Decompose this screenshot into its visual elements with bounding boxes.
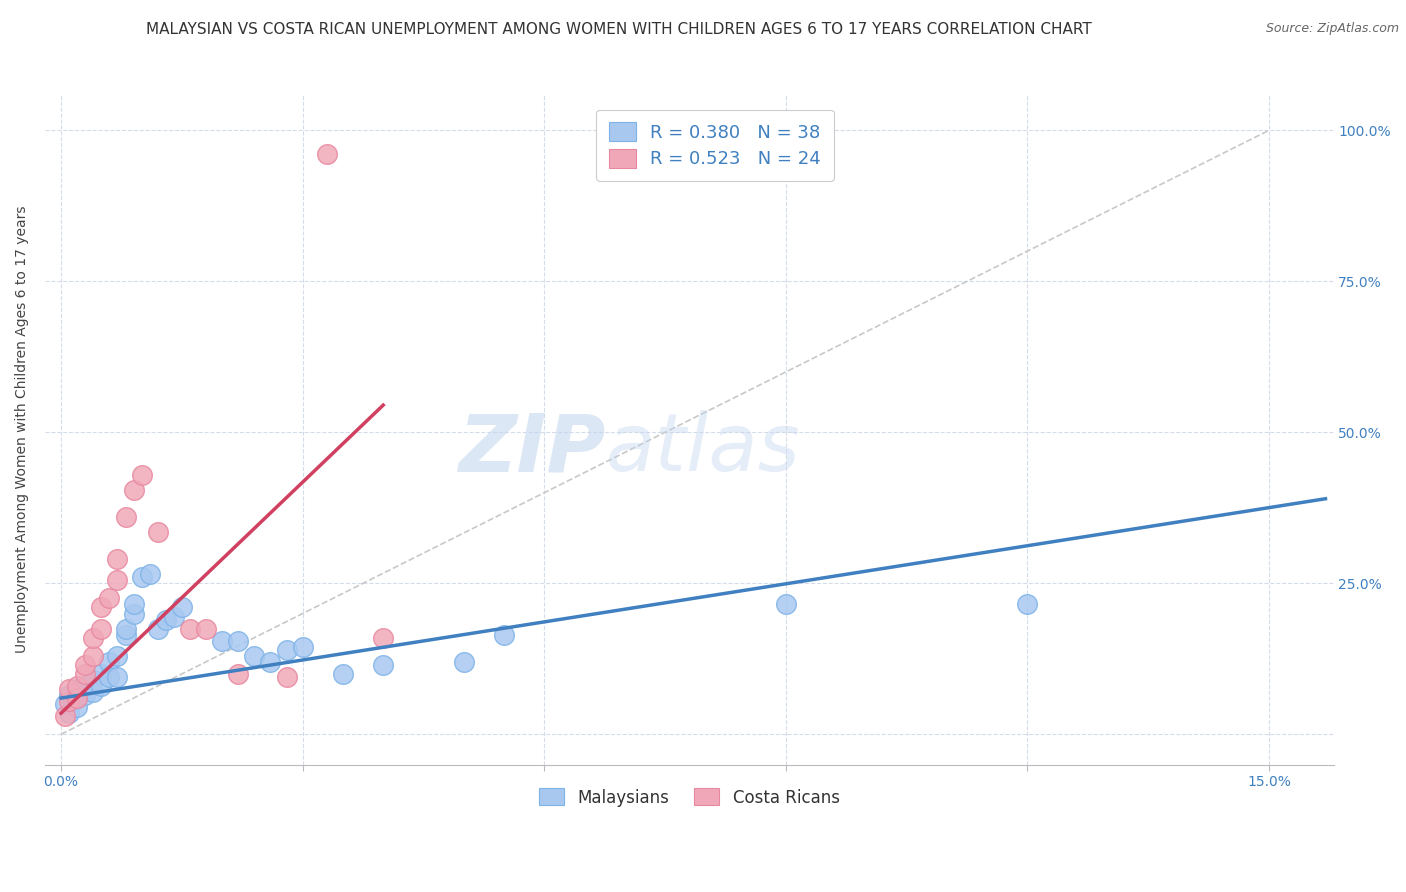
Text: MALAYSIAN VS COSTA RICAN UNEMPLOYMENT AMONG WOMEN WITH CHILDREN AGES 6 TO 17 YEA: MALAYSIAN VS COSTA RICAN UNEMPLOYMENT AM… (146, 22, 1091, 37)
Point (58, 681, 80, 696)
Point (82, 631, 104, 645)
Point (315, 147, 337, 161)
Point (131, 570, 153, 584)
Point (90, 622, 112, 636)
Point (53, 709, 76, 723)
Point (58, 688, 80, 702)
Point (195, 622, 218, 636)
Point (122, 598, 145, 612)
Point (58, 706, 80, 721)
Point (122, 607, 145, 621)
Point (226, 633, 249, 648)
Point (131, 467, 153, 482)
Point (276, 670, 298, 684)
Point (107, 574, 129, 588)
Point (82, 685, 104, 699)
Point (82, 648, 104, 663)
Point (90, 679, 112, 693)
Point (58, 694, 80, 708)
Point (373, 657, 395, 672)
Point (243, 648, 266, 663)
Point (66, 691, 89, 706)
Point (170, 600, 193, 615)
Point (98, 591, 121, 606)
Point (114, 627, 136, 641)
Point (107, 670, 129, 684)
Point (98, 655, 121, 669)
Point (66, 679, 89, 693)
Point (98, 670, 121, 684)
Text: Source: ZipAtlas.com: Source: ZipAtlas.com (1265, 22, 1399, 36)
Text: ZIP: ZIP (458, 410, 606, 489)
Point (75, 667, 97, 681)
Point (291, 640, 314, 654)
Text: atlas: atlas (606, 410, 800, 489)
Point (53, 697, 76, 711)
Point (82, 673, 104, 687)
Point (163, 609, 186, 624)
Point (1017, 598, 1039, 612)
Point (66, 681, 89, 696)
Y-axis label: Unemployment Among Women with Children Ages 6 to 17 years: Unemployment Among Women with Children A… (15, 205, 30, 653)
Point (75, 679, 97, 693)
Point (90, 667, 112, 681)
Point (146, 524, 169, 539)
Point (146, 622, 169, 636)
Point (259, 655, 281, 669)
Point (775, 598, 797, 612)
Point (75, 688, 97, 702)
Point (332, 667, 354, 681)
Point (276, 642, 298, 657)
Point (155, 613, 177, 627)
Point (211, 633, 233, 648)
Point (114, 622, 136, 636)
Point (138, 567, 160, 582)
Point (373, 631, 395, 645)
Point (122, 483, 145, 497)
Point (226, 667, 249, 681)
Point (114, 509, 136, 524)
Point (107, 648, 129, 663)
Point (492, 627, 515, 641)
Point (453, 655, 475, 669)
Point (179, 622, 201, 636)
Point (107, 552, 129, 566)
Point (90, 600, 112, 615)
Point (66, 700, 89, 714)
Point (62, 694, 84, 708)
Point (75, 657, 97, 672)
Legend: Malaysians, Costa Ricans: Malaysians, Costa Ricans (533, 781, 846, 814)
